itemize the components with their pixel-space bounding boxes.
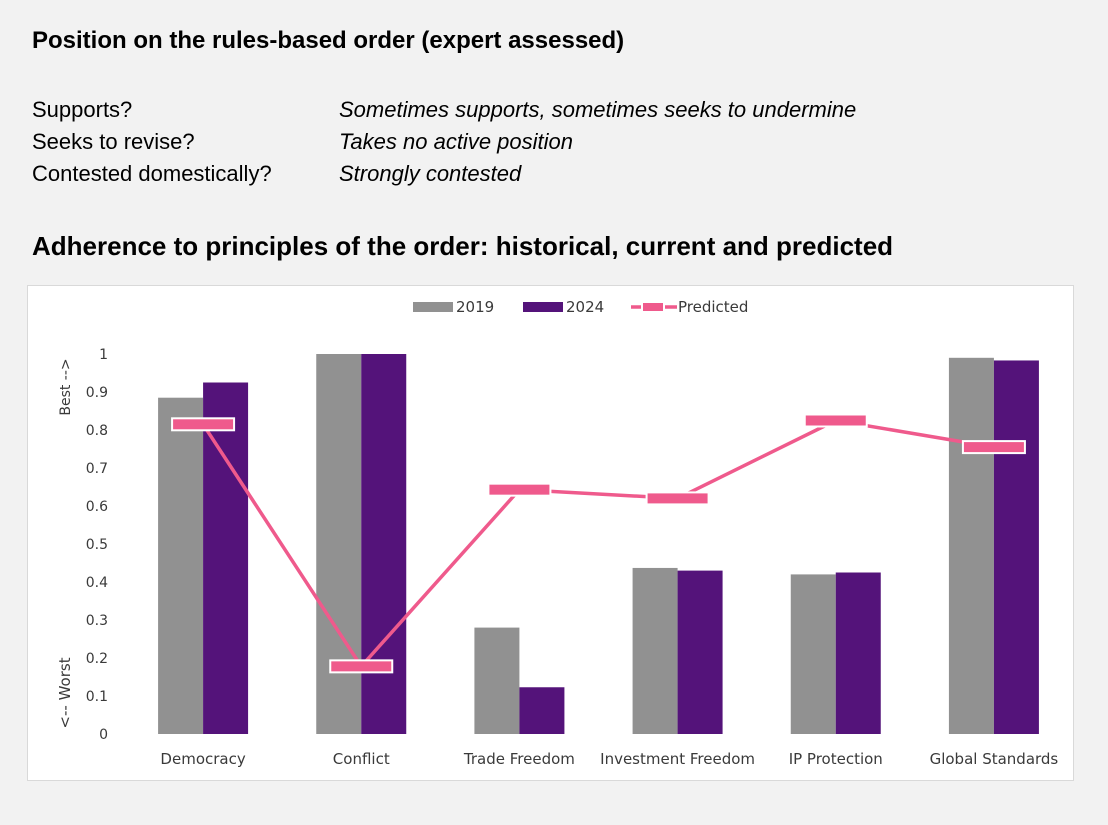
x-tick-label: Trade Freedom xyxy=(463,750,575,768)
x-tick-label: IP Protection xyxy=(789,750,883,768)
bar-2019 xyxy=(474,627,520,734)
bar-2024 xyxy=(993,360,1039,734)
predicted-marker xyxy=(961,440,1026,455)
bar-2019 xyxy=(316,354,362,734)
bar-2019 xyxy=(632,567,678,734)
x-tick-label: Democracy xyxy=(160,750,245,768)
predicted-marker xyxy=(803,413,868,428)
position-label: Supports? xyxy=(32,97,133,122)
y-tick-label: 0.2 xyxy=(86,651,108,667)
bar-2019 xyxy=(790,574,836,734)
y-tick-label: 0.6 xyxy=(86,499,108,515)
position-value: Strongly contested xyxy=(339,161,522,186)
bar-2024 xyxy=(519,687,565,734)
y-tick-label: 0.7 xyxy=(86,461,108,477)
chart-container: 0 0.1 0.2 0.3 0.4 0.5 0.6 0.7 0.8 0.9 1 Best --> <--… xyxy=(27,285,1074,781)
x-tick-label: Global Standards xyxy=(930,750,1059,768)
legend-swatch-2024 xyxy=(523,302,563,312)
y-tick-label: 1 xyxy=(99,347,108,363)
y-tick-label: 0.8 xyxy=(86,423,108,439)
position-value: Sometimes supports, sometimes seeks to u… xyxy=(339,97,857,122)
position-label: Seeks to revise? xyxy=(32,129,195,154)
legend-swatch-2019 xyxy=(413,302,453,312)
x-tick-label: Conflict xyxy=(333,750,390,768)
y-tick-label: 0 xyxy=(99,727,108,743)
page-title: Position on the rules-based order (exper… xyxy=(32,27,625,54)
bar-2024 xyxy=(361,354,407,734)
bar-2019 xyxy=(948,357,994,734)
position-label: Contested domestically? xyxy=(32,161,272,186)
chart-section-title: Adherence to principles of the order: hi… xyxy=(32,231,894,261)
legend-marker-predicted xyxy=(641,301,665,313)
bar-2024 xyxy=(203,382,249,734)
y-tick-label: 0.1 xyxy=(86,689,108,705)
bar-2024 xyxy=(677,570,723,734)
predicted-marker xyxy=(487,482,552,497)
y-annotation-best: Best --> xyxy=(58,358,74,415)
legend-label-predicted: Predicted xyxy=(678,298,748,316)
bar-2024 xyxy=(835,572,881,734)
predicted-marker xyxy=(645,491,710,506)
x-tick-label: Investment Freedom xyxy=(600,750,755,768)
adherence-chart: 0 0.1 0.2 0.3 0.4 0.5 0.6 0.7 0.8 0.9 1 Best --> <--… xyxy=(56,298,1059,768)
y-tick-label: 0.5 xyxy=(86,537,108,553)
bar-2019 xyxy=(158,397,204,734)
position-value: Takes no active position xyxy=(339,129,573,154)
predicted-marker xyxy=(329,659,394,674)
predicted-marker xyxy=(171,417,236,432)
y-tick-label: 0.4 xyxy=(86,575,108,591)
y-annotation-worst: <-- Worst xyxy=(56,657,74,728)
y-tick-label: 0.3 xyxy=(86,613,108,629)
legend-label-2019: 2019 xyxy=(456,298,494,316)
y-tick-label: 0.9 xyxy=(86,385,108,401)
legend-label-2024: 2024 xyxy=(566,298,604,316)
